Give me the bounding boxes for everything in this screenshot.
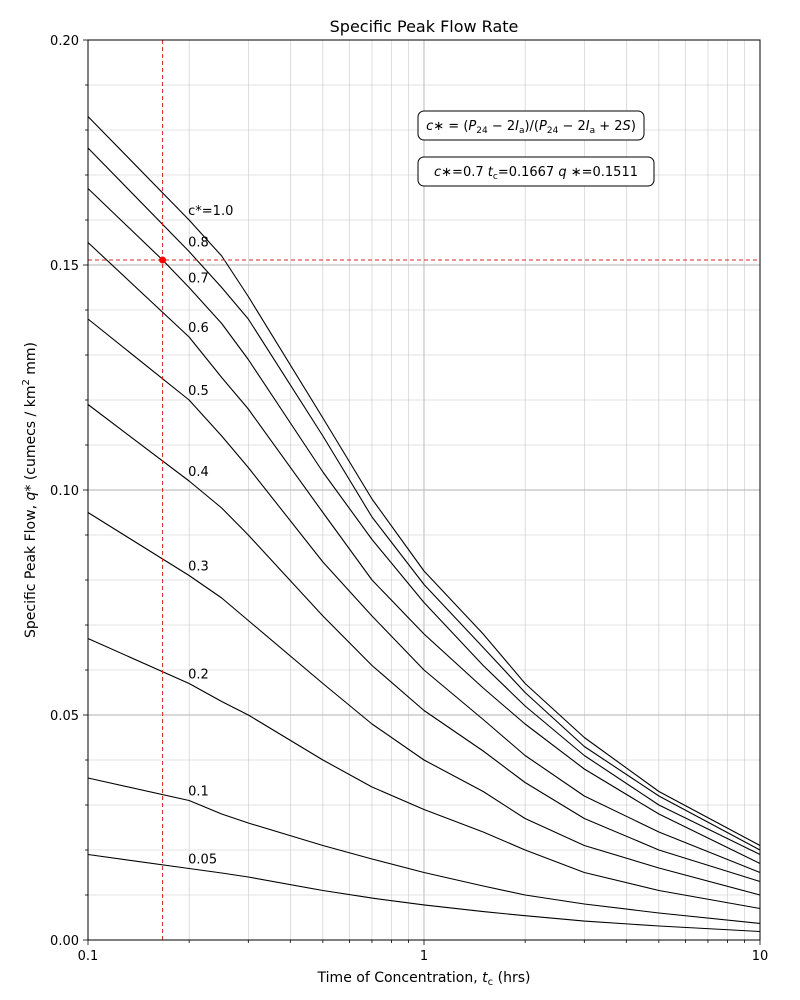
y-axis-label-prefix: Specific Peak Flow, (23, 501, 39, 639)
series-label: 0.7 (188, 272, 209, 287)
series-label: 0.1 (188, 785, 209, 800)
x-tick-label: 1 (420, 949, 428, 964)
series-line (87, 188, 761, 855)
chart-title: Specific Peak Flow Rate (330, 17, 519, 36)
series-label: 0.3 (188, 560, 209, 575)
x-axis-label-suffix: (hrs) (493, 970, 530, 986)
x-axis-label-c: c (488, 977, 494, 988)
tick-layer (83, 39, 761, 945)
y-axis-label: Specific Peak Flow, q* (cumecs / km2 mm) (21, 342, 39, 638)
series-label: 0.8 (188, 236, 209, 251)
y-axis-label-star: * (cumecs / km (23, 386, 39, 492)
series-line (87, 242, 761, 864)
y-tick-label: 0.05 (50, 709, 79, 724)
x-axis-label-prefix: Time of Concentration, (317, 970, 483, 986)
series-line (87, 147, 761, 851)
y-tick-label: 0.00 (50, 934, 79, 949)
series-label: 0.4 (188, 465, 209, 480)
x-axis-label-t: t (482, 970, 488, 986)
series-line (87, 404, 761, 883)
series-line (87, 116, 761, 846)
formula-annotation-box: c∗ = (P24 − 2Ia)/(P24 − 2Ia + 2S) (417, 110, 645, 141)
series-label: c*=1.0 (188, 204, 233, 219)
series-line (87, 853, 761, 933)
result-annotation: c∗=0.7 tc=0.1667 q ∗=0.1511 (434, 165, 638, 182)
y-axis-label-suffix: mm) (23, 342, 39, 379)
series-label: 0.6 (188, 321, 209, 336)
x-tick-label: 10 (752, 949, 769, 964)
y-tick-label: 0.20 (50, 34, 79, 49)
result-annotation-box: c∗=0.7 tc=0.1667 q ∗=0.1511 (417, 156, 655, 187)
y-axis-label-q: q (23, 492, 39, 501)
label-layer: 0.1 1 10 0.00 0.05 0.10 0.15 0.20 c*=1.0 0.8 0.7 0.… (50, 34, 768, 964)
series-line (87, 777, 761, 924)
x-tick-label: 0.1 (78, 949, 99, 964)
series-line (87, 318, 761, 874)
series-line (87, 637, 761, 910)
series-label: 0.5 (188, 384, 209, 399)
y-axis-label-sup: 2 (21, 379, 32, 385)
series-label: 0.2 (188, 668, 209, 683)
highlight-point (159, 256, 167, 264)
guide-layer (88, 40, 760, 940)
series-layer (87, 116, 761, 933)
series-label: 0.05 (188, 852, 217, 867)
y-tick-label: 0.15 (50, 259, 79, 274)
series-line (87, 512, 761, 896)
y-tick-label: 0.10 (50, 484, 79, 499)
x-axis-label: Time of Concentration, tc (hrs) (317, 970, 531, 988)
formula-annotation: c∗ = (P24 − 2Ia)/(P24 − 2Ia + 2S) (426, 119, 636, 136)
